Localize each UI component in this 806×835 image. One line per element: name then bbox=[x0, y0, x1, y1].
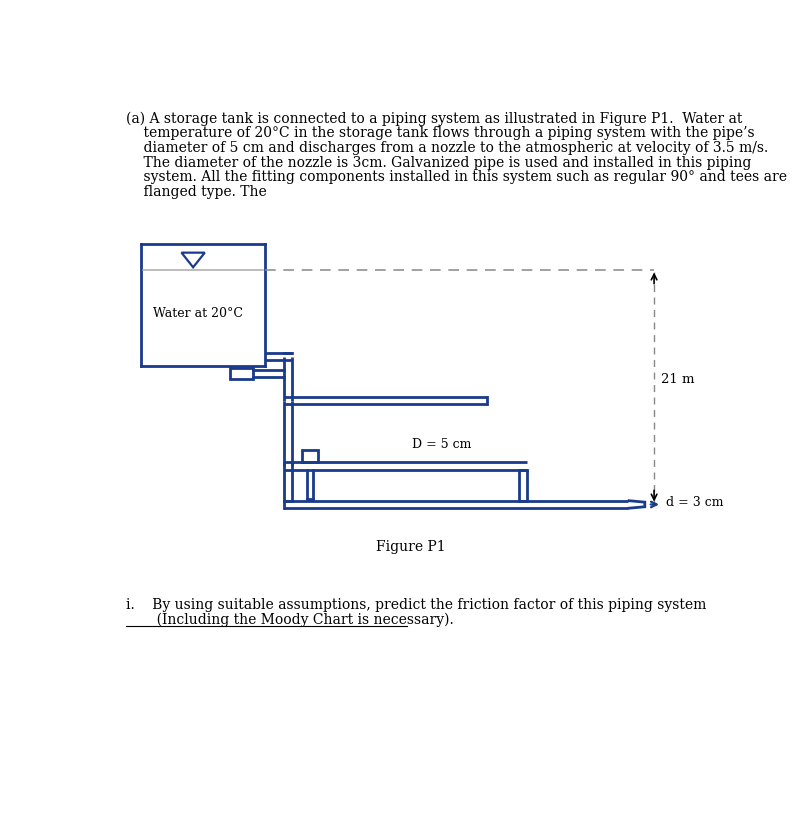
Text: system. All the fitting components installed in this system such as regular 90° : system. All the fitting components insta… bbox=[126, 170, 787, 185]
Text: D = 5 cm: D = 5 cm bbox=[412, 438, 472, 451]
Text: Water at 20°C: Water at 20°C bbox=[153, 306, 243, 320]
Text: Figure P1: Figure P1 bbox=[376, 539, 446, 554]
Text: diameter of 5 cm and discharges from a nozzle to the atmospheric at velocity of : diameter of 5 cm and discharges from a n… bbox=[126, 141, 768, 155]
Text: (Including the Moody Chart is necessary).: (Including the Moody Chart is necessary)… bbox=[126, 613, 453, 627]
Text: i.    By using suitable assumptions, predict the friction factor of this piping : i. By using suitable assumptions, predic… bbox=[126, 599, 706, 612]
Text: (a) A storage tank is connected to a piping system as illustrated in Figure P1. : (a) A storage tank is connected to a pip… bbox=[126, 112, 742, 126]
Text: The diameter of the nozzle is 3cm. Galvanized pipe is used and installed in this: The diameter of the nozzle is 3cm. Galva… bbox=[126, 155, 751, 170]
Text: 21 m: 21 m bbox=[661, 372, 695, 386]
Text: temperature of 20°C in the storage tank flows through a piping system with the p: temperature of 20°C in the storage tank … bbox=[126, 126, 754, 140]
Text: d = 3 cm: d = 3 cm bbox=[667, 496, 724, 509]
Text: flanged type. The: flanged type. The bbox=[126, 185, 266, 199]
